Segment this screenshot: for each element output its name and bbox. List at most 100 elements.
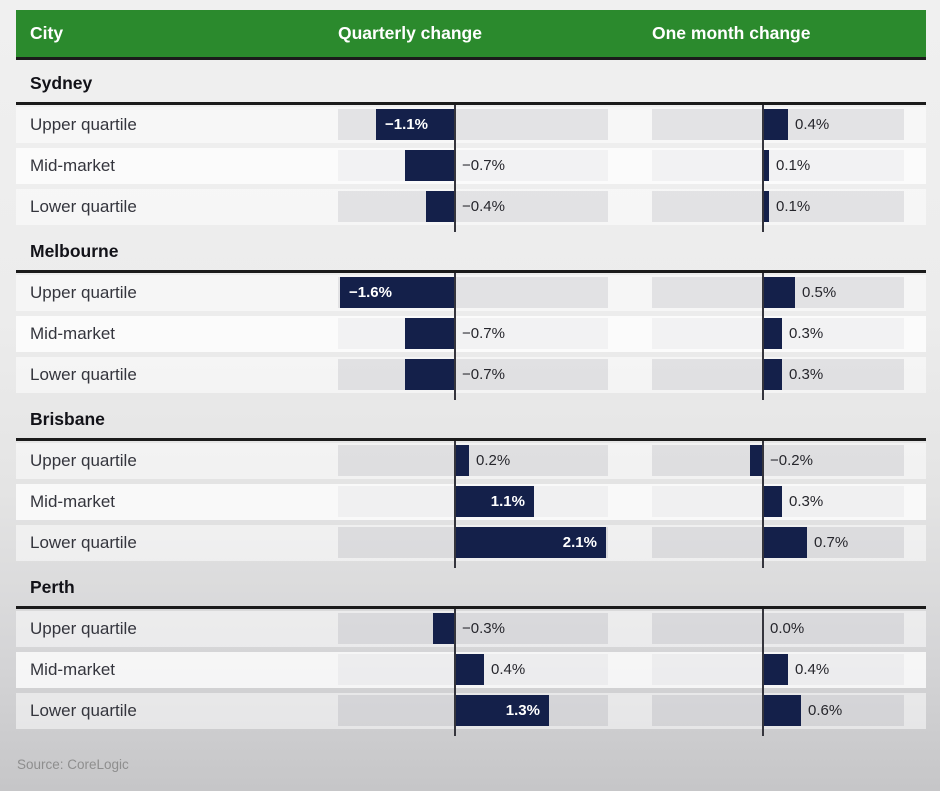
row-band [16,148,926,184]
quarterly-bar [426,191,455,222]
table-row: Upper quartile −0.3% 0.0% [16,609,926,650]
zero-axis-line [454,105,456,232]
quarterly-bar: −1.1% [376,109,455,140]
quarterly-bar-track [338,613,608,644]
row-label: Lower quartile [30,365,137,384]
city-section: Perth Upper quartile −0.3% 0.0% Mid-market 0.… [16,564,926,736]
header-quarterly-change: Quarterly change [338,23,482,43]
table-row: Mid-market 0.4% 0.4% [16,650,926,691]
one_month-value-label: 0.3% [789,325,824,342]
table-row: Mid-market −0.7% 0.1% [16,146,926,187]
table-row: Mid-market 1.1% 0.3% [16,482,926,523]
chart-container: City Quarterly change One month change S… [16,10,926,772]
one_month-bar [763,359,782,390]
quarterly-value-label: 2.1% [562,534,597,551]
table-row: Lower quartile 1.3% 0.6% [16,691,926,732]
zero-axis-line [762,441,764,568]
quarterly-value-label: 0.2% [476,452,511,469]
one_month-bar [750,445,763,476]
one_month-bar-track [652,613,904,644]
table-row: Lower quartile −0.7% 0.3% [16,355,926,396]
header-city: City [30,23,64,43]
row-band [16,443,926,479]
quarterly-bar-track [338,445,608,476]
one_month-bar [763,527,807,558]
section-divider [16,606,926,609]
one_month-bar [763,150,769,181]
quarterly-bar [405,150,455,181]
quarterly-bar-track [338,191,608,222]
row-label: Mid-market [30,324,116,343]
source-note: Source: CoreLogic [17,757,129,772]
quarterly-bar: −1.6% [340,277,455,308]
quarterly-value-label: −0.7% [462,157,505,174]
quarterly-bar [405,359,455,390]
zero-axis-line [762,105,764,232]
table-row: Lower quartile 2.1% 0.7% [16,523,926,564]
one_month-value-label: 0.4% [795,661,830,678]
table-row: Upper quartile −1.6% 0.5% [16,273,926,314]
one_month-bar [763,695,801,726]
one_month-value-label: 0.5% [802,284,837,301]
zero-axis-line [454,273,456,400]
row-label: Mid-market [30,156,116,175]
city-section-title: Sydney [30,73,93,93]
one_month-bar-track [652,191,904,222]
row-label: Upper quartile [30,283,137,302]
one_month-bar [763,191,769,222]
row-label: Mid-market [30,492,116,511]
table-row: Lower quartile −0.4% 0.1% [16,187,926,228]
section-divider [16,438,926,441]
one_month-value-label: −0.2% [770,452,813,469]
quarterly-bar [455,445,469,476]
quarterly-bar-track [338,150,608,181]
one_month-value-label: 0.1% [776,157,811,174]
row-label: Upper quartile [30,619,137,638]
quarterly-value-label: −0.3% [462,620,505,637]
zero-axis-line [454,609,456,736]
quarterly-value-label: −0.4% [462,198,505,215]
quarterly-bar: 1.3% [455,695,549,726]
row-band [16,189,926,225]
zero-axis-line [454,441,456,568]
one_month-bar [763,654,788,685]
row-band [16,611,926,647]
one_month-bar [763,486,782,517]
section-divider [16,270,926,273]
section-divider [16,102,926,105]
city-section-title: Brisbane [30,409,105,429]
row-label: Lower quartile [30,197,137,216]
quarterly-bar [433,613,455,644]
quarterly-value-label: −0.7% [462,366,505,383]
one_month-value-label: 0.0% [770,620,805,637]
city-section: Brisbane Upper quartile 0.2% −0.2% Mid-marke… [16,396,926,568]
one_month-value-label: 0.4% [795,116,830,133]
section-rows: Upper quartile −1.1% 0.4% Mid-market −0.7% 0.… [16,105,926,232]
quarterly-bar [405,318,455,349]
section-rows: Upper quartile 0.2% −0.2% Mid-market 1.1% 0.3… [16,441,926,568]
quarterly-bar: 1.1% [455,486,534,517]
header-divider [16,57,926,60]
section-rows: Upper quartile −1.6% 0.5% Mid-market −0.7% 0.… [16,273,926,400]
one_month-value-label: 0.7% [814,534,849,551]
table-row: Upper quartile 0.2% −0.2% [16,441,926,482]
quarterly-value-label: 0.4% [491,661,526,678]
row-label: Lower quartile [30,533,137,552]
city-section: Sydney Upper quartile −1.1% 0.4% Mid-market −… [16,60,926,232]
quarterly-value-label: −0.7% [462,325,505,342]
row-label: Mid-market [30,660,116,679]
one_month-value-label: 0.3% [789,493,824,510]
section-rows: Upper quartile −0.3% 0.0% Mid-market 0.4% 0.4… [16,609,926,736]
one_month-value-label: 0.6% [808,702,843,719]
one_month-bar [763,277,795,308]
quarterly-value-label: −1.6% [349,284,392,301]
quarterly-value-label: 1.1% [490,493,525,510]
city-section-title: Melbourne [30,241,119,261]
row-label: Upper quartile [30,115,137,134]
quarterly-bar [455,654,484,685]
one_month-bar [763,109,788,140]
table-row: Upper quartile −1.1% 0.4% [16,105,926,146]
quarterly-value-label: 1.3% [505,702,540,719]
one_month-bar [763,318,782,349]
city-sections: Sydney Upper quartile −1.1% 0.4% Mid-market −… [16,60,926,736]
